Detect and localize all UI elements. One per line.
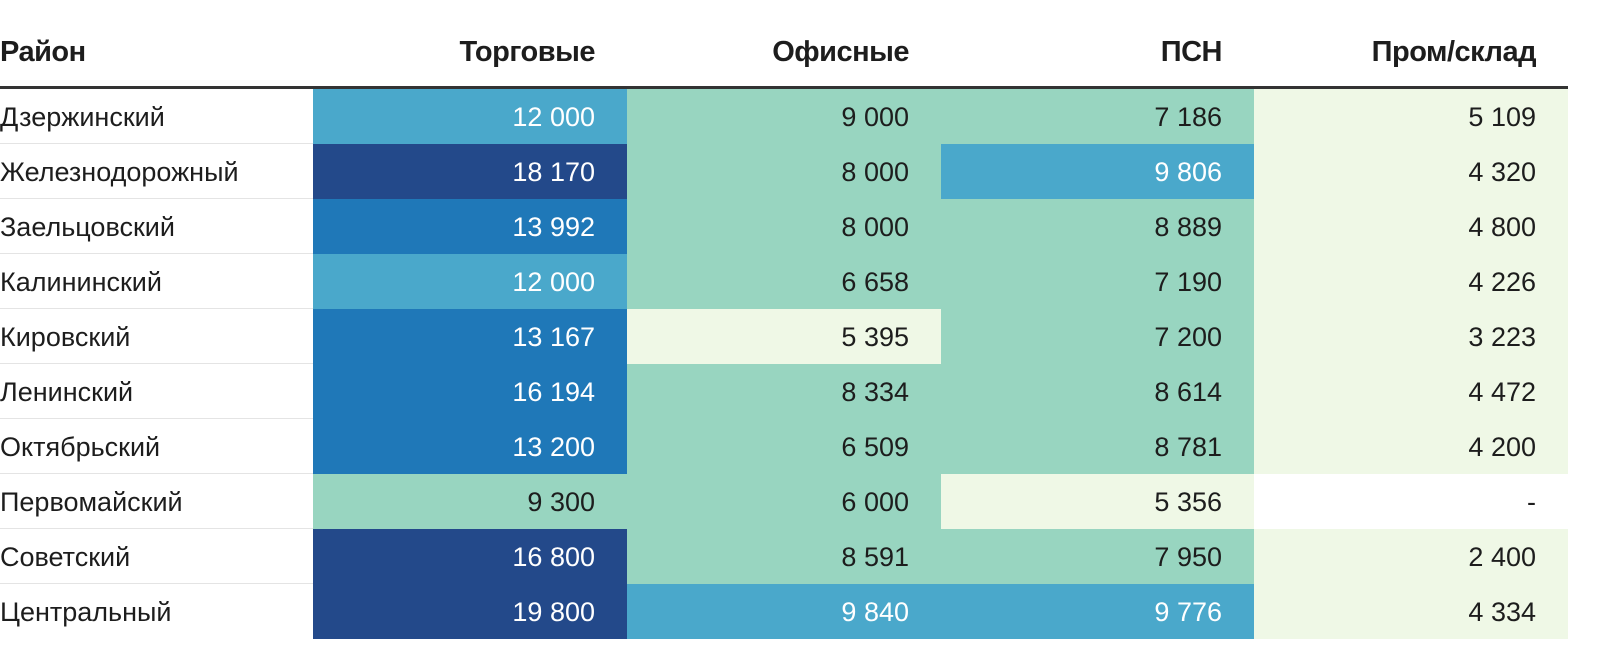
value-cell: 4 320 bbox=[1254, 144, 1568, 199]
value-cell: 8 781 bbox=[941, 419, 1254, 474]
column-header: Пром/склад bbox=[1371, 36, 1537, 68]
value-cell: 13 200 bbox=[313, 419, 627, 474]
row-separator bbox=[0, 143, 313, 144]
row-separator bbox=[0, 363, 313, 364]
value-cell: 6 000 bbox=[627, 474, 941, 529]
header-rule bbox=[0, 86, 1568, 89]
value-cell: 7 186 bbox=[941, 89, 1254, 144]
value-cell: 9 840 bbox=[627, 584, 941, 639]
value-cell: 13 167 bbox=[313, 309, 627, 364]
column-header: Офисные bbox=[772, 36, 909, 68]
value-cell: 5 395 bbox=[627, 309, 941, 364]
value-cell: 6 509 bbox=[627, 419, 941, 474]
row-separator bbox=[0, 308, 313, 309]
value-cell: 16 194 bbox=[313, 364, 627, 419]
value-cell: 18 170 bbox=[313, 144, 627, 199]
value-cell: - bbox=[1254, 474, 1568, 529]
value-cell: 12 000 bbox=[313, 254, 627, 309]
column-header: Торговые bbox=[459, 36, 596, 68]
row-separator bbox=[0, 418, 313, 419]
value-cell: 8 889 bbox=[941, 199, 1254, 254]
district-name: Центральный bbox=[0, 597, 172, 627]
value-cell: 9 776 bbox=[941, 584, 1254, 639]
value-cell: 4 800 bbox=[1254, 199, 1568, 254]
value-cell: 3 223 bbox=[1254, 309, 1568, 364]
value-cell: 7 950 bbox=[941, 529, 1254, 584]
value-cell: 7 190 bbox=[941, 254, 1254, 309]
value-cell: 8 000 bbox=[627, 144, 941, 199]
value-cell: 9 806 bbox=[941, 144, 1254, 199]
district-name: Кировский bbox=[0, 322, 131, 352]
row-separator bbox=[0, 198, 313, 199]
row-separator bbox=[0, 473, 313, 474]
district-name: Дзержинский bbox=[0, 102, 165, 132]
value-cell: 4 472 bbox=[1254, 364, 1568, 419]
value-cell: 13 992 bbox=[313, 199, 627, 254]
value-cell: 8 334 bbox=[627, 364, 941, 419]
value-cell: 4 226 bbox=[1254, 254, 1568, 309]
value-cell: 12 000 bbox=[313, 89, 627, 144]
district-name: Железнодорожный bbox=[0, 157, 239, 187]
district-name: Первомайский bbox=[0, 487, 183, 517]
district-name: Калининский bbox=[0, 267, 162, 297]
value-cell: 8 000 bbox=[627, 199, 941, 254]
value-cell: 5 109 bbox=[1254, 89, 1568, 144]
column-header: ПСН bbox=[1160, 36, 1223, 68]
district-name: Октябрьский bbox=[0, 432, 161, 462]
row-separator bbox=[0, 583, 313, 584]
value-cell: 7 200 bbox=[941, 309, 1254, 364]
value-cell: 5 356 bbox=[941, 474, 1254, 529]
value-cell: 8 614 bbox=[941, 364, 1254, 419]
value-cell: 2 400 bbox=[1254, 529, 1568, 584]
value-cell: 4 200 bbox=[1254, 419, 1568, 474]
district-name: Ленинский bbox=[0, 377, 134, 407]
district-name: Советский bbox=[0, 542, 131, 572]
column-header: Район bbox=[0, 36, 86, 68]
row-separator bbox=[0, 528, 313, 529]
row-separator bbox=[0, 253, 313, 254]
value-cell: 8 591 bbox=[627, 529, 941, 584]
value-cell: 16 800 bbox=[313, 529, 627, 584]
value-cell: 9 000 bbox=[627, 89, 941, 144]
value-cell: 4 334 bbox=[1254, 584, 1568, 639]
value-cell: 9 300 bbox=[313, 474, 627, 529]
value-cell: 6 658 bbox=[627, 254, 941, 309]
value-cell: 19 800 bbox=[313, 584, 627, 639]
district-name: Заельцовский bbox=[0, 212, 175, 242]
